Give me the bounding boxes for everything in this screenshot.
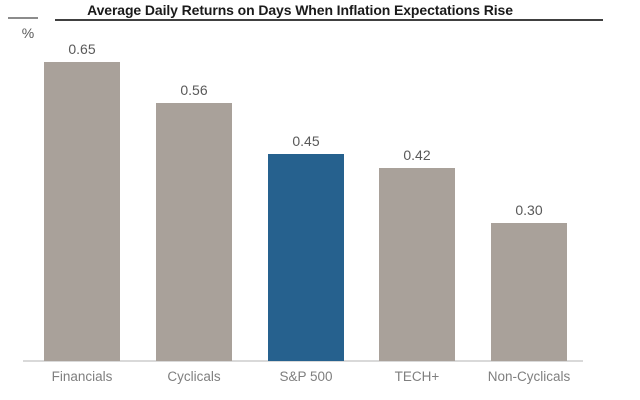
bar-financials bbox=[44, 62, 120, 361]
value-label-tech: 0.42 bbox=[403, 147, 431, 163]
category-label-financials: Financials bbox=[51, 369, 113, 384]
bar-cyclicals bbox=[156, 103, 232, 361]
chart-title: Average Daily Returns on Days When Infla… bbox=[87, 2, 513, 18]
title-underline bbox=[55, 19, 603, 21]
category-label-tech: TECH+ bbox=[394, 369, 440, 384]
y-axis-top-dash bbox=[8, 17, 38, 19]
y-axis-unit-label: % bbox=[21, 25, 35, 41]
bar-non-cyclicals bbox=[491, 223, 567, 361]
value-label-cyclicals: 0.56 bbox=[180, 82, 208, 98]
category-label-non-cyclicals: Non-Cyclicals bbox=[487, 369, 571, 384]
bar-tech bbox=[379, 168, 455, 361]
bar-s-p-500 bbox=[268, 154, 344, 361]
category-label-s-p-500: S&P 500 bbox=[279, 369, 333, 384]
x-axis-baseline bbox=[23, 360, 583, 362]
category-label-cyclicals: Cyclicals bbox=[167, 369, 221, 384]
value-label-financials: 0.65 bbox=[68, 41, 96, 57]
value-label-non-cyclicals: 0.30 bbox=[515, 202, 543, 218]
value-label-s-p-500: 0.45 bbox=[292, 133, 320, 149]
